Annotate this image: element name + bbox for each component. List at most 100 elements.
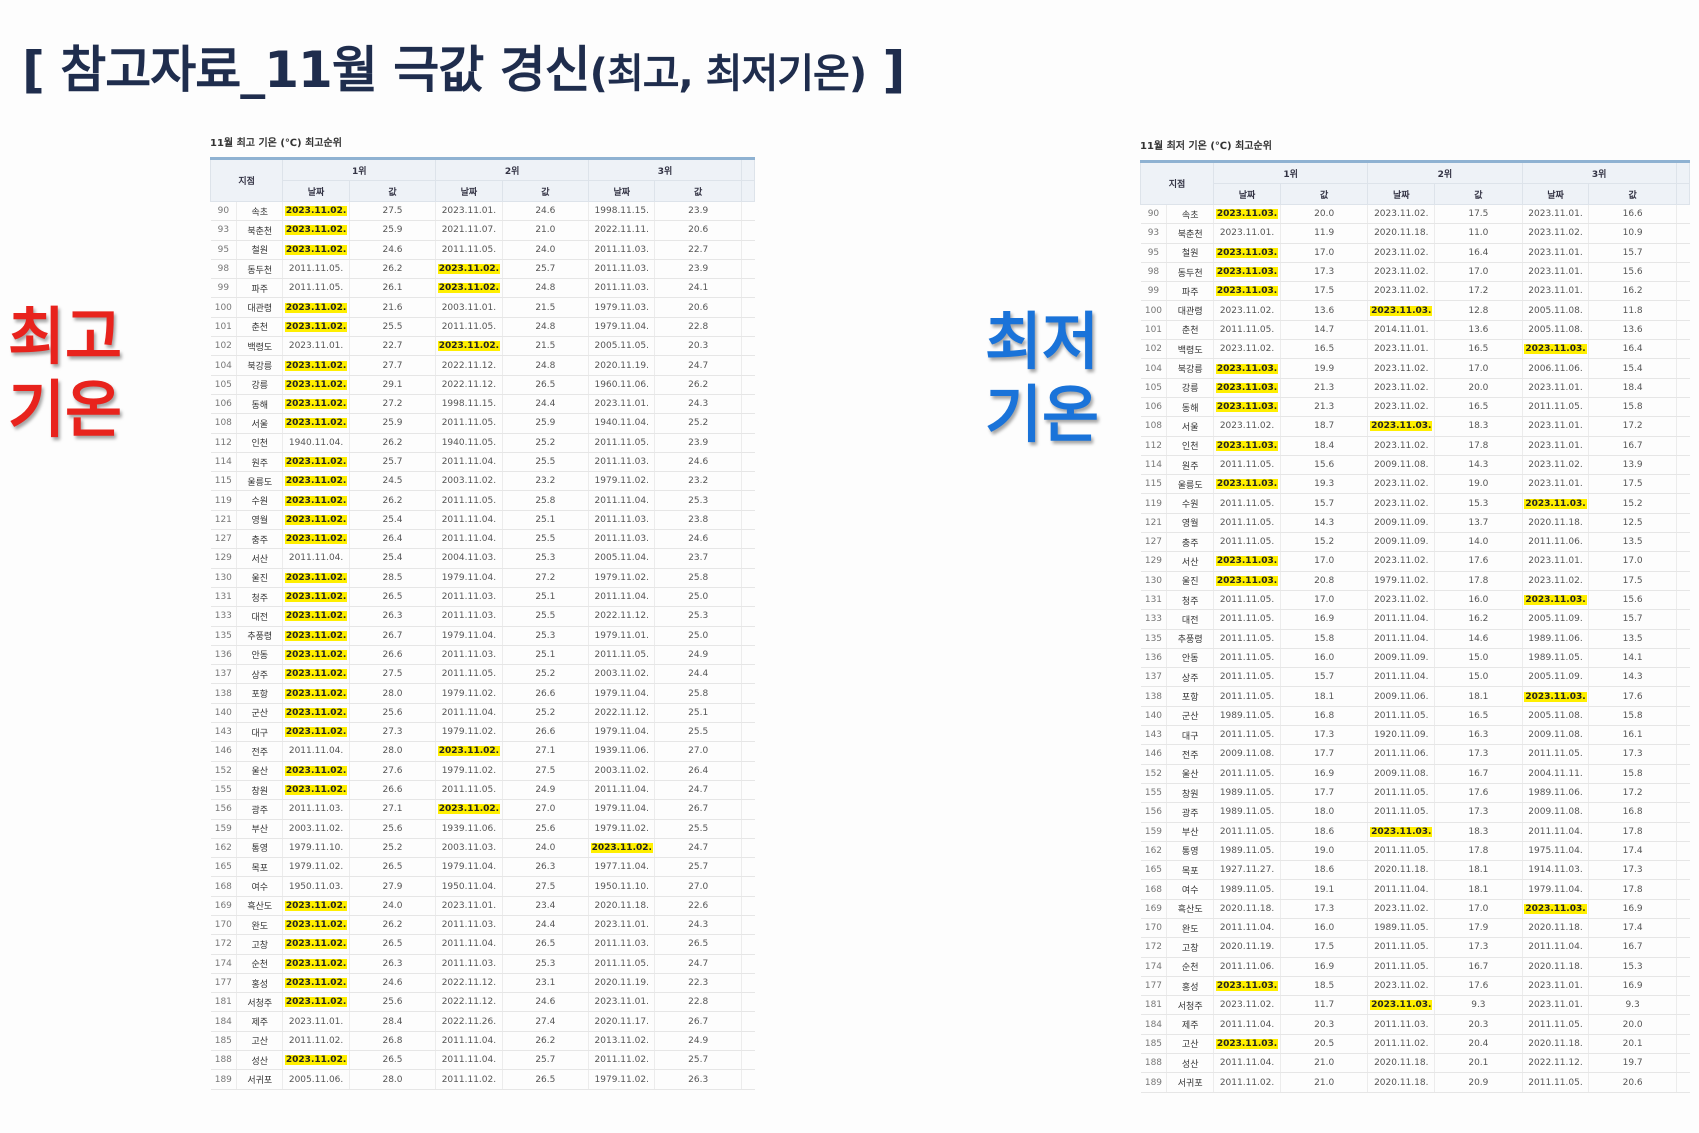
rank1-value: 21.3 xyxy=(1280,397,1369,418)
station-name: 안동 xyxy=(236,645,284,666)
station-number: 159 xyxy=(210,819,238,839)
rank2-value: 25.2 xyxy=(502,664,590,685)
rank1-date: 2023.11.02. xyxy=(282,1050,350,1071)
rank3-date: 2023.11.03. xyxy=(1522,493,1590,514)
rank2-value: 17.0 xyxy=(1434,358,1523,379)
truncated-cell xyxy=(1676,551,1690,572)
rank3-value: 24.7 xyxy=(654,838,742,859)
header-value: 값 xyxy=(348,180,437,202)
table-row: 99 파주 2011.11.05. 26.1 2023.11.02. 24.8 2011.1… xyxy=(210,278,755,299)
rank2-value: 26.6 xyxy=(502,683,590,704)
truncated-cell xyxy=(1676,590,1690,611)
rank2-date: 1979.11.04. xyxy=(435,626,503,646)
station-name: 완도 xyxy=(236,915,284,936)
rank3-date: 1979.11.04. xyxy=(588,799,656,820)
rank2-date: 2011.11.03. xyxy=(435,915,503,936)
rank2-date: 2011.11.05. xyxy=(435,317,503,338)
truncated-cell xyxy=(741,413,755,434)
rank3-value: 24.7 xyxy=(654,355,742,376)
title-end: ] xyxy=(866,41,906,99)
station-number: 168 xyxy=(1140,879,1168,900)
station-number: 137 xyxy=(1140,667,1168,688)
max-temp-block: 11월 최고 기온 (℃) 최고순위 지점 1위 2위 3위 날짜 값 날짜 값 날짜 값 90 속초… xyxy=(209,134,756,1090)
station-number: 143 xyxy=(1140,725,1168,746)
rank2-date: 2023.11.02. xyxy=(1367,281,1436,302)
record-highlight: 2023.11.02. xyxy=(284,360,348,371)
station-name: 통영 xyxy=(1166,841,1215,862)
rank1-date: 2011.11.05. xyxy=(1213,493,1282,514)
station-name: 부산 xyxy=(1166,822,1215,842)
station-number: 189 xyxy=(1140,1072,1168,1093)
record-highlight: 2023.11.02. xyxy=(284,379,348,390)
station-number: 188 xyxy=(210,1050,238,1071)
station-name: 북강릉 xyxy=(1166,358,1215,379)
rank1-value: 21.3 xyxy=(1280,378,1369,398)
station-name: 대구 xyxy=(1166,725,1215,746)
table-row: 119 수원 2011.11.05. 15.7 2023.11.02. 15.3 2023.… xyxy=(1140,493,1690,514)
truncated-cell xyxy=(741,240,755,260)
rank2-value: 13.7 xyxy=(1434,513,1523,534)
rank1-value: 13.6 xyxy=(1280,300,1369,321)
station-number: 119 xyxy=(1140,493,1168,514)
record-highlight: 2023.11.02. xyxy=(284,785,348,796)
rank3-value: 25.8 xyxy=(654,568,742,588)
station-name: 동두천 xyxy=(236,259,284,280)
truncated-cell xyxy=(1676,1014,1690,1035)
station-number: 99 xyxy=(210,278,238,299)
table-row: 90 속초 2023.11.03. 20.0 2023.11.02. 17.5 2023.1… xyxy=(1140,204,1690,225)
station-number: 170 xyxy=(1140,918,1168,939)
rank2-date: 2011.11.04. xyxy=(435,529,503,550)
station-name: 광주 xyxy=(1166,802,1215,823)
table-row: 172 고창 2023.11.02. 26.5 2011.11.04. 26.5 2011.… xyxy=(210,934,755,955)
header-rank-1: 1위 xyxy=(282,158,437,181)
rank1-date: 2023.11.02. xyxy=(1213,995,1282,1016)
station-number: 130 xyxy=(1140,571,1168,591)
station-number: 136 xyxy=(1140,648,1168,669)
truncated-cell xyxy=(741,278,755,299)
rank2-value: 17.2 xyxy=(1434,281,1523,302)
truncated-cell xyxy=(1676,995,1690,1016)
rank3-date: 2011.11.03. xyxy=(588,452,656,473)
rank2-date: 2011.11.04. xyxy=(435,1031,503,1052)
table-row: 133 대전 2011.11.05. 16.9 2011.11.04. 16.2 2005.… xyxy=(1140,609,1690,630)
station-number: 137 xyxy=(210,664,238,685)
rank3-date: 2023.11.01. xyxy=(1522,262,1590,283)
rank2-date: 2011.11.03. xyxy=(435,645,503,666)
station-name: 창원 xyxy=(1166,783,1215,804)
truncated-cell xyxy=(741,587,755,608)
table-row: 177 홍성 2023.11.03. 18.5 2023.11.02. 17.6 2023.… xyxy=(1140,976,1690,997)
rank1-date: 2023.11.03. xyxy=(1213,474,1282,495)
rank1-date: 2011.11.05. xyxy=(1213,764,1282,784)
station-name: 광주 xyxy=(236,799,284,820)
rank1-date: 2023.11.02. xyxy=(282,510,350,531)
rank2-date: 2003.11.01. xyxy=(435,297,503,318)
header-rank-3: 3위 xyxy=(1521,161,1677,184)
rank2-value: 24.0 xyxy=(502,240,590,260)
rank3-value: 9.3 xyxy=(1588,995,1677,1016)
station-number: 133 xyxy=(1140,609,1168,630)
record-highlight: 2023.11.03. xyxy=(1370,305,1433,316)
rank2-value: 27.4 xyxy=(502,1011,590,1032)
rank1-date: 2023.11.02. xyxy=(282,240,350,260)
table-row: 105 강릉 2023.11.03. 21.3 2023.11.02. 20.0 2023.… xyxy=(1140,378,1690,398)
rank1-date: 2011.11.05. xyxy=(282,278,350,299)
rank3-value: 16.9 xyxy=(1588,899,1677,919)
rank1-value: 27.1 xyxy=(349,799,437,820)
rank2-value: 16.5 xyxy=(1434,706,1523,727)
rank1-date: 2023.11.02. xyxy=(282,413,350,434)
record-highlight: 2023.11.02. xyxy=(284,630,348,641)
rank3-date: 2011.11.03. xyxy=(588,510,656,531)
rank3-date: 2011.11.04. xyxy=(588,780,656,801)
rank3-value: 15.8 xyxy=(1588,397,1677,418)
rank1-date: 2011.11.05. xyxy=(1213,629,1282,649)
record-highlight: 2023.11.03. xyxy=(1524,595,1587,606)
rank3-date: 1914.11.03. xyxy=(1522,860,1590,881)
table-row: 170 완도 2023.11.02. 26.2 2011.11.03. 24.4 2023.… xyxy=(210,915,755,936)
table-row: 95 철원 2023.11.02. 24.6 2011.11.05. 24.0 2011.1… xyxy=(210,240,755,260)
truncated-cell xyxy=(1676,493,1690,514)
rank3-value: 22.8 xyxy=(654,992,742,1013)
rank2-value: 17.3 xyxy=(1434,744,1523,765)
header-value: 값 xyxy=(1588,183,1677,205)
rank1-value: 26.2 xyxy=(349,490,437,511)
rank3-value: 13.5 xyxy=(1588,532,1677,553)
